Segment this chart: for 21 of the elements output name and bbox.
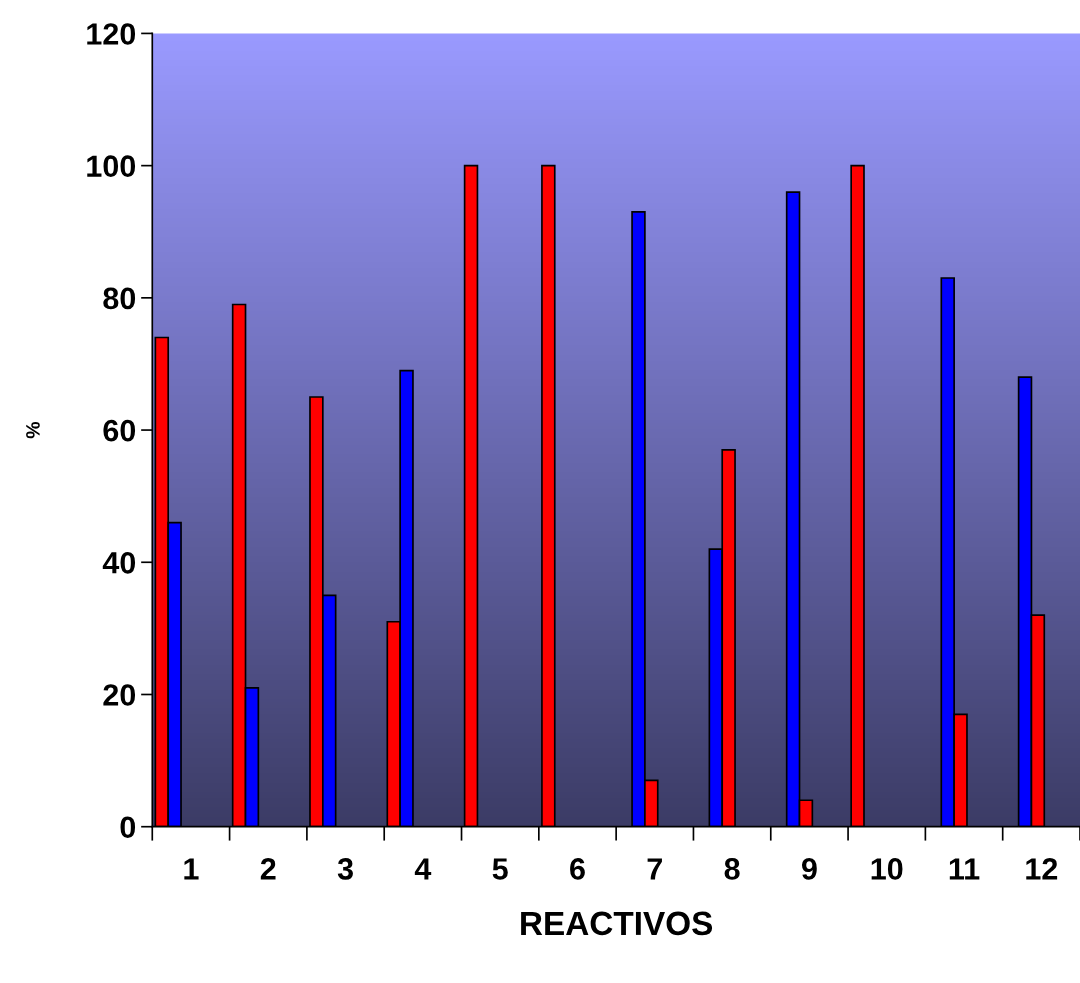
x-tick-label: 7	[647, 858, 662, 880]
x-axis-title: REACTIVOS	[521, 911, 713, 936]
y-tick-label: 60	[103, 419, 136, 442]
y-tick-label: 40	[102, 552, 136, 574]
x-tick-label: 8	[724, 858, 740, 880]
x-tick-label: 3	[337, 858, 353, 880]
x-tick-label: 5	[492, 858, 508, 880]
y-tick-label: 100	[87, 155, 136, 178]
x-tick-label: 11	[949, 858, 980, 880]
y-tick-label: 80	[103, 287, 136, 310]
y-tick-label: 0	[120, 816, 136, 839]
x-tick-label: 6	[570, 858, 585, 880]
x-tick-label: 2	[260, 858, 276, 880]
y-tick-label: 20	[103, 684, 136, 706]
x-tick-label: 10	[871, 858, 903, 880]
x-tick-label: 9	[801, 858, 817, 880]
x-tick-label: 4	[414, 858, 432, 880]
x-tick-label: 1	[184, 858, 199, 880]
y-axis-title: %	[26, 421, 40, 439]
x-tick-label: 12	[1026, 858, 1058, 880]
y-tick-label: 120	[87, 23, 136, 45]
